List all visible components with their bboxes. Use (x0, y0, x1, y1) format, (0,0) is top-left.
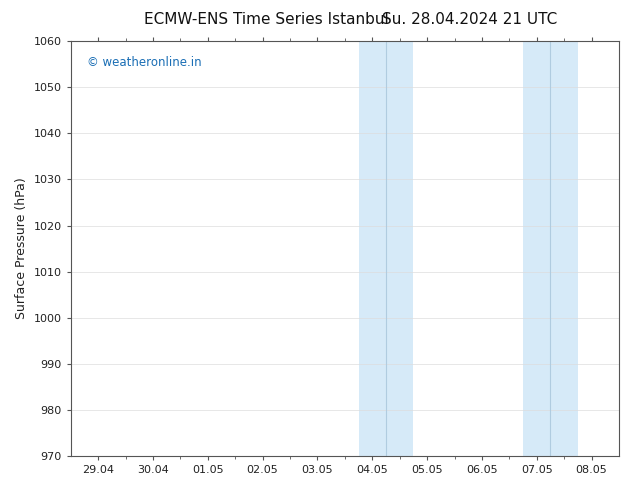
Bar (550, 41, 578, 456)
Text: Su. 28.04.2024 21 UTC: Su. 28.04.2024 21 UTC (382, 12, 557, 27)
Bar (359, 41, 386, 456)
Text: © weatheronline.in: © weatheronline.in (87, 56, 202, 69)
Bar (523, 41, 550, 456)
Text: ECMW-ENS Time Series Istanbul: ECMW-ENS Time Series Istanbul (144, 12, 389, 27)
Bar (386, 41, 413, 456)
Y-axis label: Surface Pressure (hPa): Surface Pressure (hPa) (15, 178, 28, 319)
